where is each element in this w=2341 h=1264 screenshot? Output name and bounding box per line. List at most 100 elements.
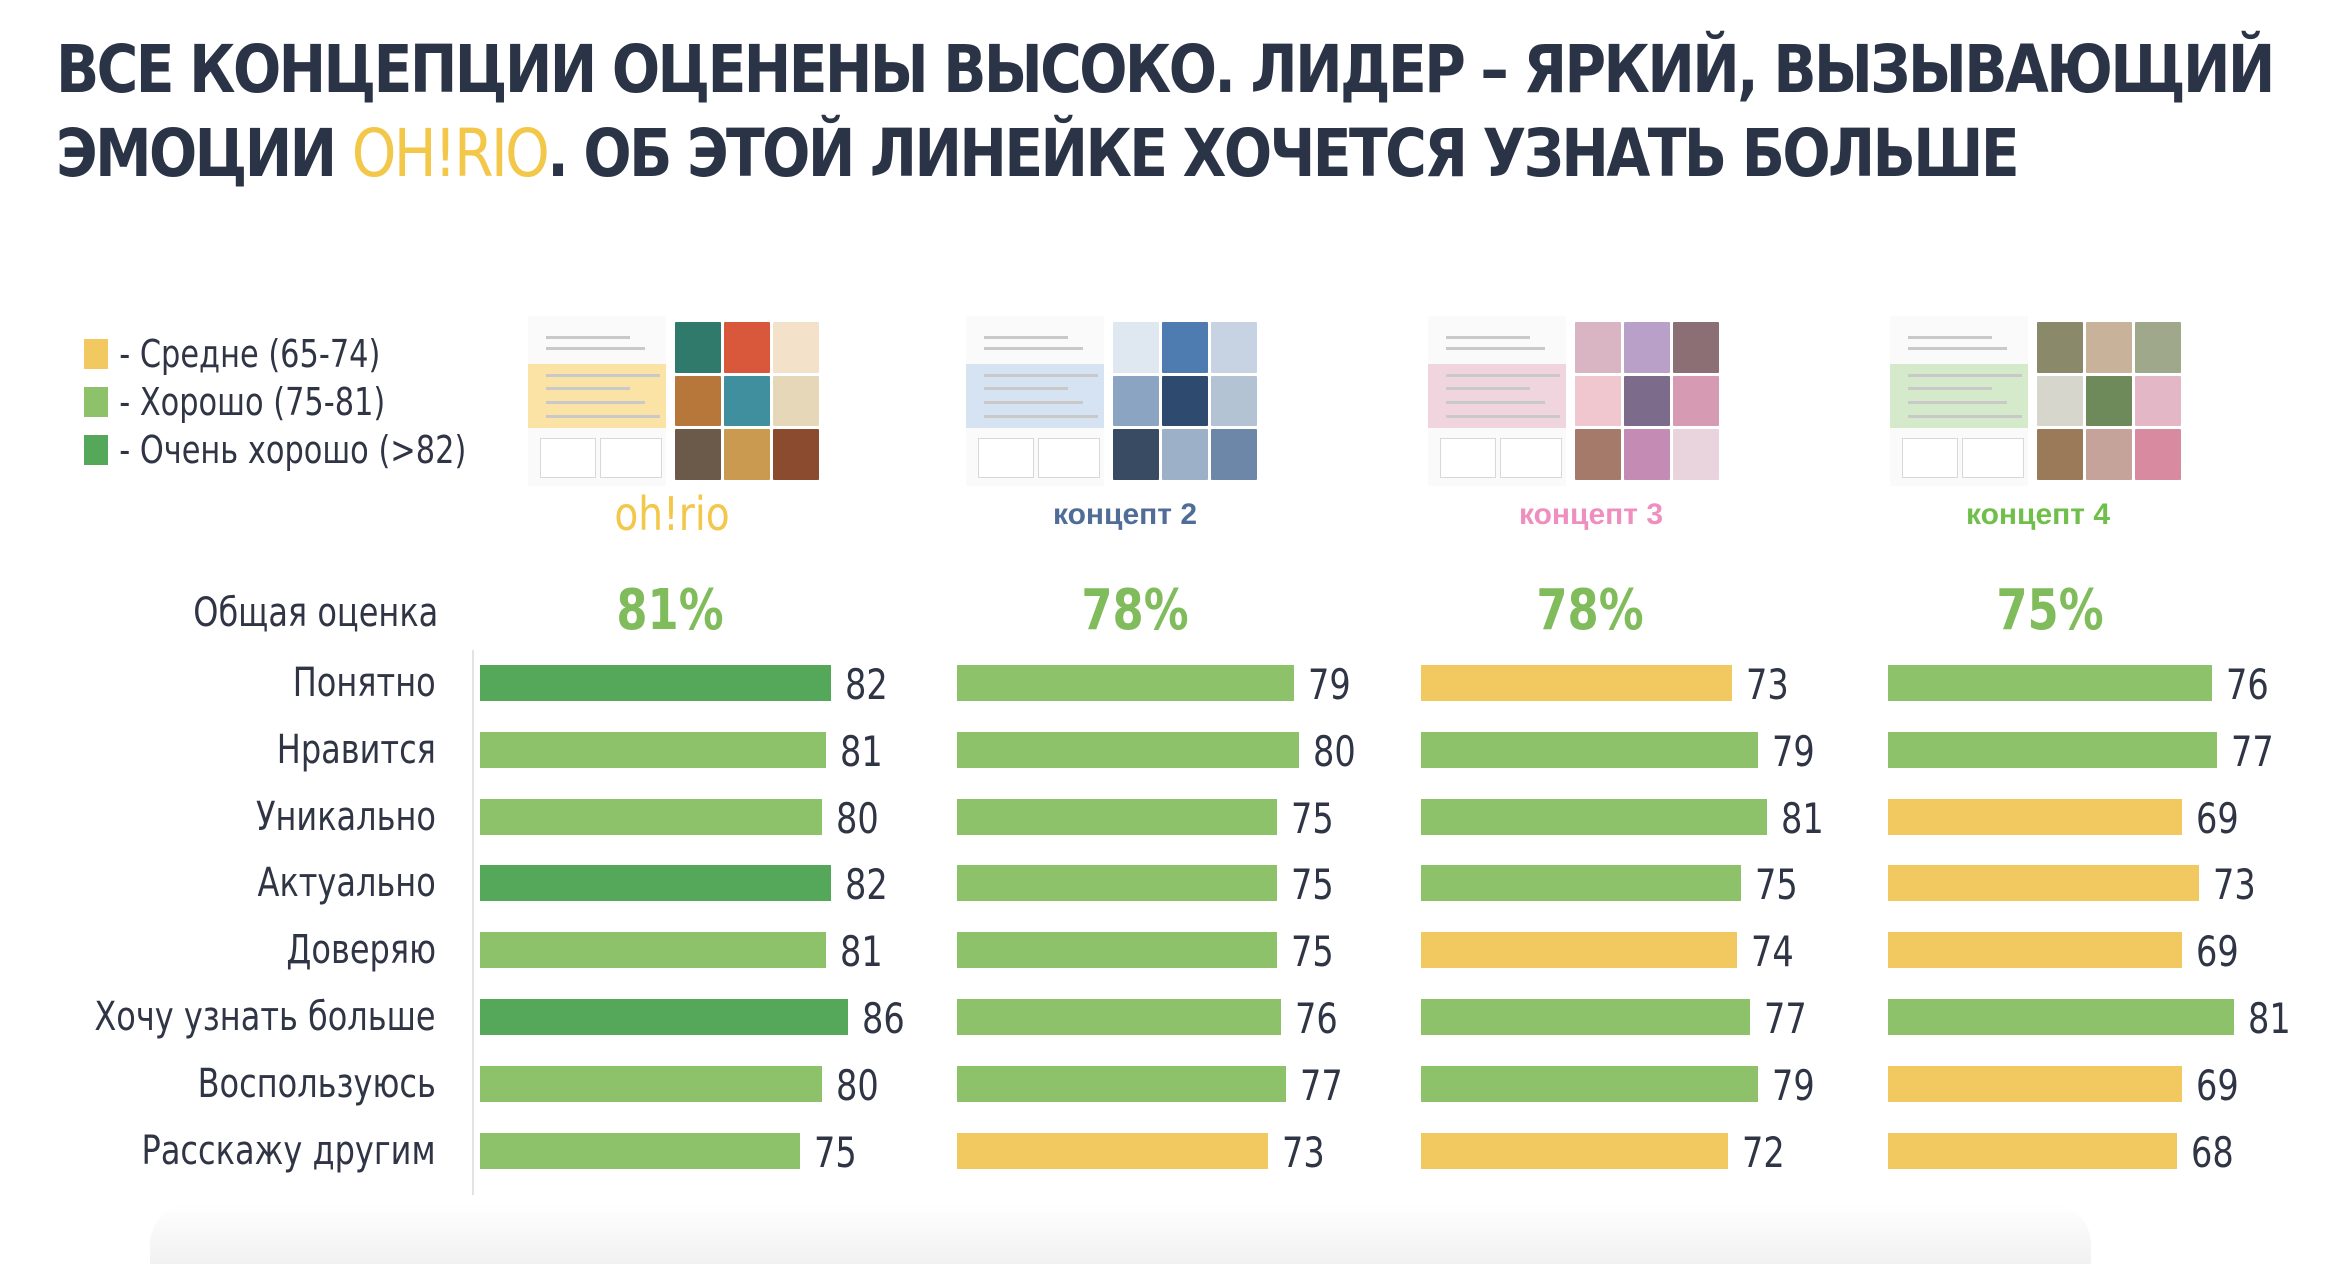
bar	[957, 1132, 1268, 1169]
bar-value: 75	[1291, 927, 1334, 977]
row-label: Хочу узнать больше	[94, 994, 436, 1040]
legend-item-medium: - Средне (65-74)	[84, 330, 466, 378]
bar-value: 75	[1291, 860, 1334, 910]
bar-value: 73	[1746, 660, 1789, 709]
overall-score: 78%	[1536, 578, 1644, 643]
bar-value: 79	[1308, 660, 1351, 709]
bar-value: 79	[1772, 726, 1815, 776]
page-title: ВСЕ КОНЦЕПЦИИ ОЦЕНЕНЫ ВЫСОКО. ЛИДЕР – ЯР…	[56, 28, 2275, 196]
bar	[480, 932, 826, 969]
bar	[957, 1065, 1286, 1102]
bar-value: 75	[1291, 793, 1334, 843]
bar	[1421, 1132, 1728, 1169]
title-line-2-suffix: . ОБ ЭТОЙ ЛИНЕЙКЕ ХОЧЕТСЯ УЗНАТЬ БОЛЬШЕ	[547, 115, 2019, 192]
bar	[1888, 665, 2212, 701]
legend-label: - Средне (65-74)	[119, 332, 381, 376]
bar	[1421, 665, 1732, 701]
bar	[1421, 999, 1750, 1035]
row-label: Расскажу другим	[141, 1127, 436, 1174]
overall-score: 78%	[1081, 578, 1189, 643]
bar-value: 69	[2196, 793, 2239, 843]
bar-value: 69	[2196, 927, 2239, 977]
bar	[1421, 1065, 1758, 1102]
legend-label: - Хорошо (75-81)	[119, 380, 386, 424]
bar-value: 73	[1282, 1127, 1325, 1177]
bar	[480, 665, 831, 701]
bar	[1888, 1065, 2182, 1102]
bar-value: 68	[2191, 1127, 2234, 1177]
bar	[1421, 865, 1741, 902]
bar-value: 81	[1781, 793, 1824, 843]
row-label: Актуально	[257, 860, 436, 907]
bar	[1421, 731, 1758, 768]
legend-item-very-good: - Очень хорошо (>82)	[84, 426, 466, 474]
bar-value: 80	[1313, 726, 1356, 776]
bar	[1421, 932, 1737, 969]
concept-name: oh!rio	[614, 487, 730, 541]
bar-value: 69	[2196, 1060, 2239, 1110]
bar-value: 75	[814, 1127, 857, 1177]
bar	[480, 1132, 800, 1169]
bar-value: 81	[2248, 994, 2291, 1043]
concept-thumbnail	[528, 316, 828, 486]
bar	[957, 999, 1281, 1035]
bar-value: 72	[1742, 1127, 1785, 1177]
overall-score: 75%	[1996, 578, 2104, 643]
bar	[1421, 798, 1767, 835]
chart-axis-line	[472, 650, 474, 1195]
overall-score-label: Общая оценка	[193, 590, 438, 636]
row-label: Доверяю	[286, 927, 436, 974]
concept-thumbnail	[1428, 316, 1728, 486]
bar-value: 77	[2231, 726, 2274, 776]
bar	[957, 665, 1294, 701]
bar-value: 82	[845, 660, 888, 709]
bar-value: 79	[1772, 1060, 1815, 1110]
bar	[957, 731, 1299, 768]
bar	[480, 1065, 822, 1102]
bar	[957, 865, 1277, 902]
bar	[480, 731, 826, 768]
concept-thumbnail	[1890, 316, 2190, 486]
bar	[1888, 932, 2182, 969]
bar-value: 86	[862, 994, 905, 1043]
bar	[1888, 1132, 2177, 1169]
bar	[957, 798, 1277, 835]
bar-value: 77	[1764, 994, 1807, 1043]
legend-swatch-medium	[84, 339, 108, 369]
bar	[480, 865, 831, 902]
row-label: Воспользуюсь	[197, 1060, 436, 1107]
bottom-shadow	[150, 1204, 2091, 1264]
bar-value: 73	[2213, 860, 2256, 910]
row-label: Нравится	[276, 726, 436, 773]
bar	[480, 999, 848, 1035]
bar-value: 81	[840, 927, 883, 977]
bar-value: 80	[836, 793, 879, 843]
bar	[1888, 731, 2217, 768]
concept-name: концепт 4	[1965, 498, 2111, 531]
bar-value: 76	[2226, 660, 2269, 709]
concept-thumbnail	[966, 316, 1266, 486]
title-line-2-prefix: ЭМОЦИИ	[56, 115, 352, 192]
bar-value: 80	[836, 1060, 879, 1110]
concept-name: концепт 3	[1518, 498, 1664, 531]
row-label: Уникально	[256, 793, 436, 840]
title-line-1: ВСЕ КОНЦЕПЦИИ ОЦЕНЕНЫ ВЫСОКО. ЛИДЕР – ЯР…	[56, 31, 2275, 108]
bar	[1888, 865, 2199, 902]
row-label: Понятно	[293, 660, 436, 706]
bar-value: 76	[1295, 994, 1338, 1043]
title-brand-accent: OH!RIO	[351, 115, 550, 192]
legend-swatch-good	[84, 387, 108, 417]
bar-value: 82	[845, 860, 888, 910]
bar-value: 74	[1751, 927, 1794, 977]
legend-label: - Очень хорошо (>82)	[119, 428, 467, 472]
legend: - Средне (65-74) - Хорошо (75-81) - Очен…	[84, 330, 562, 474]
legend-swatch-very-good	[84, 435, 108, 465]
concept-name: концепт 2	[1052, 498, 1198, 531]
overall-score: 81%	[616, 578, 724, 643]
legend-item-good: - Хорошо (75-81)	[84, 378, 466, 426]
bar	[480, 798, 822, 835]
bar-value: 75	[1755, 860, 1798, 910]
bar-value: 81	[840, 726, 883, 776]
bar	[1888, 999, 2234, 1035]
bar	[1888, 798, 2182, 835]
